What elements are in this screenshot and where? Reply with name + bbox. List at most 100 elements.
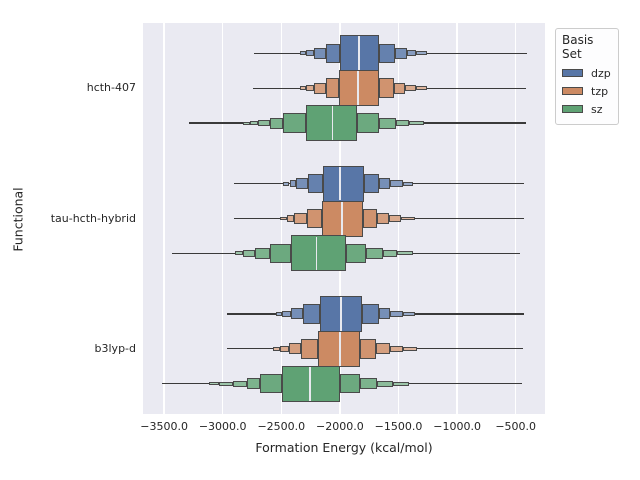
boxen-box-b3lyp-d-sz [339,374,360,394]
plot-area [143,23,545,414]
boxen-box-tau-hcth-hybrid-dzp [379,177,391,190]
boxen-box-b3lyp-d-tzp [301,339,318,359]
boxen-box-b3lyp-d-dzp [282,310,291,318]
legend-item-sz: sz [562,100,612,118]
boxen-box-hcth-407-sz [250,121,259,126]
x-tick-label: −1500.0 [374,420,423,433]
boxen-box-b3lyp-d-tzp [390,345,404,353]
boxen-box-tau-hcth-hybrid-dzp [289,180,296,187]
median-line-b3lyp-d-tzp [339,332,341,366]
boxen-box-hcth-407-dzp [300,51,307,56]
boxen-box-tau-hcth-hybrid-dzp [390,180,404,187]
legend-swatch-dzp [562,69,583,77]
legend-swatch-sz [562,105,583,113]
boxen-box-b3lyp-d-tzp [280,345,289,353]
boxen-box-hcth-407-sz [409,121,425,126]
boxen-box-b3lyp-d-sz [233,380,247,387]
legend-label: sz [591,102,603,116]
boxen-box-hcth-407-tzp [416,86,428,91]
legend-label: tzp [591,84,609,98]
boxen-box-b3lyp-d-dzp [390,310,404,318]
boxen-box-tau-hcth-hybrid-sz [290,235,346,272]
boxen-box-b3lyp-d-sz [260,374,283,394]
boxen-box-tau-hcth-hybrid-tzp [362,208,377,229]
legend-label: dzp [591,66,611,80]
boxen-box-tau-hcth-hybrid-sz [382,250,398,257]
boxen-box-hcth-407-tzp [313,82,326,94]
boxen-box-b3lyp-d-sz [282,365,340,402]
boxen-box-tau-hcth-hybrid-tzp [280,216,287,221]
boxen-box-b3lyp-d-sz [209,382,219,386]
boxen-box-tau-hcth-hybrid-sz [269,243,291,264]
boxen-box-b3lyp-d-tzp [359,339,377,359]
x-tick-label: −1000.0 [433,420,481,433]
x-tick-label: −500.0 [495,420,537,433]
legend-swatch-tzp [562,87,583,95]
boxen-box-tau-hcth-hybrid-dzp [403,181,414,186]
boxen-box-tau-hcth-hybrid-tzp [401,216,415,221]
x-tick-label: −3000.0 [198,420,247,433]
boxen-box-tau-hcth-hybrid-sz [235,251,244,256]
boxen-box-hcth-407-sz [243,121,251,125]
median-line-hcth-407-sz [331,106,334,140]
boxen-box-b3lyp-d-sz [359,378,377,390]
boxen-box-hcth-407-dzp [306,49,315,57]
x-tick-label: −2500.0 [257,420,306,433]
boxen-box-hcth-407-sz [283,113,306,133]
legend-item-dzp: dzp [562,64,612,82]
boxen-box-hcth-407-tzp [393,82,405,94]
boxen-box-hcth-407-sz [379,117,396,129]
median-line-tau-hcth-hybrid-tzp [341,201,343,236]
boxen-box-tau-hcth-hybrid-tzp [376,212,390,225]
gridline [163,23,165,414]
boxen-box-b3lyp-d-tzp [272,346,281,351]
y-axis-label: Functional [10,187,26,252]
boxen-box-hcth-407-dzp [416,51,427,56]
boxen-box-hcth-407-tzp [306,84,314,92]
y-tick-label-tau-hcth-hybrid: tau-hcth-hybrid [50,211,136,225]
boxen-box-tau-hcth-hybrid-sz [254,247,270,259]
median-line-b3lyp-d-dzp [340,297,342,331]
boxen-box-hcth-407-sz [258,119,271,127]
boxen-box-tau-hcth-hybrid-dzp [295,177,309,190]
boxen-box-b3lyp-d-dzp [379,308,391,320]
boxen-box-tau-hcth-hybrid-dzp [322,165,364,202]
boxen-box-b3lyp-d-sz [393,381,410,386]
boxen-box-b3lyp-d-sz [246,378,261,390]
boxen-box-tau-hcth-hybrid-dzp [363,173,380,194]
boxen-box-tau-hcth-hybrid-tzp [307,208,322,229]
boxen-box-b3lyp-d-dzp [361,304,380,324]
y-tick-label-b3lyp-d: b3lyp-d [94,341,136,355]
boxen-box-b3lyp-d-sz [218,381,234,386]
boxen-box-b3lyp-d-tzp [288,343,302,355]
boxen-box-tau-hcth-hybrid-sz [345,243,366,264]
boxen-box-tau-hcth-hybrid-sz [365,247,383,259]
boxen-box-tau-hcth-hybrid-tzp [389,215,402,222]
boxen-box-tau-hcth-hybrid-tzp [294,212,308,225]
median-line-hcth-407-tzp [357,71,359,105]
boxen-box-b3lyp-d-dzp [290,308,303,320]
boxen-box-tau-hcth-hybrid-sz [243,250,255,257]
x-axis-label: Formation Energy (kcal/mol) [255,440,433,455]
boxen-box-hcth-407-tzp [300,86,307,91]
median-line-b3lyp-d-sz [309,366,311,401]
boxen-box-tau-hcth-hybrid-dzp [283,181,290,186]
boxen-box-hcth-407-dzp [379,43,395,63]
boxen-box-hcth-407-sz [270,117,284,129]
legend: Basis Set dzp tzp sz [555,28,619,125]
boxen-box-tau-hcth-hybrid-sz [397,251,414,256]
boxen-box-b3lyp-d-sz [376,380,394,387]
boxen-box-hcth-407-dzp [325,43,340,63]
boxen-box-tau-hcth-hybrid-tzp [286,215,295,222]
boxen-box-hcth-407-tzp [325,78,339,98]
gridline [221,23,224,414]
legend-title: Basis Set [562,33,594,61]
boxen-box-hcth-407-tzp [338,70,380,107]
median-line-tau-hcth-hybrid-dzp [339,166,341,201]
x-tick-label: −2000.0 [316,420,364,433]
legend-items: dzp tzp sz [562,64,612,118]
boxen-box-b3lyp-d-tzp [317,330,360,367]
boxen-box-tau-hcth-hybrid-dzp [308,173,323,194]
median-line-hcth-407-dzp [358,36,360,71]
